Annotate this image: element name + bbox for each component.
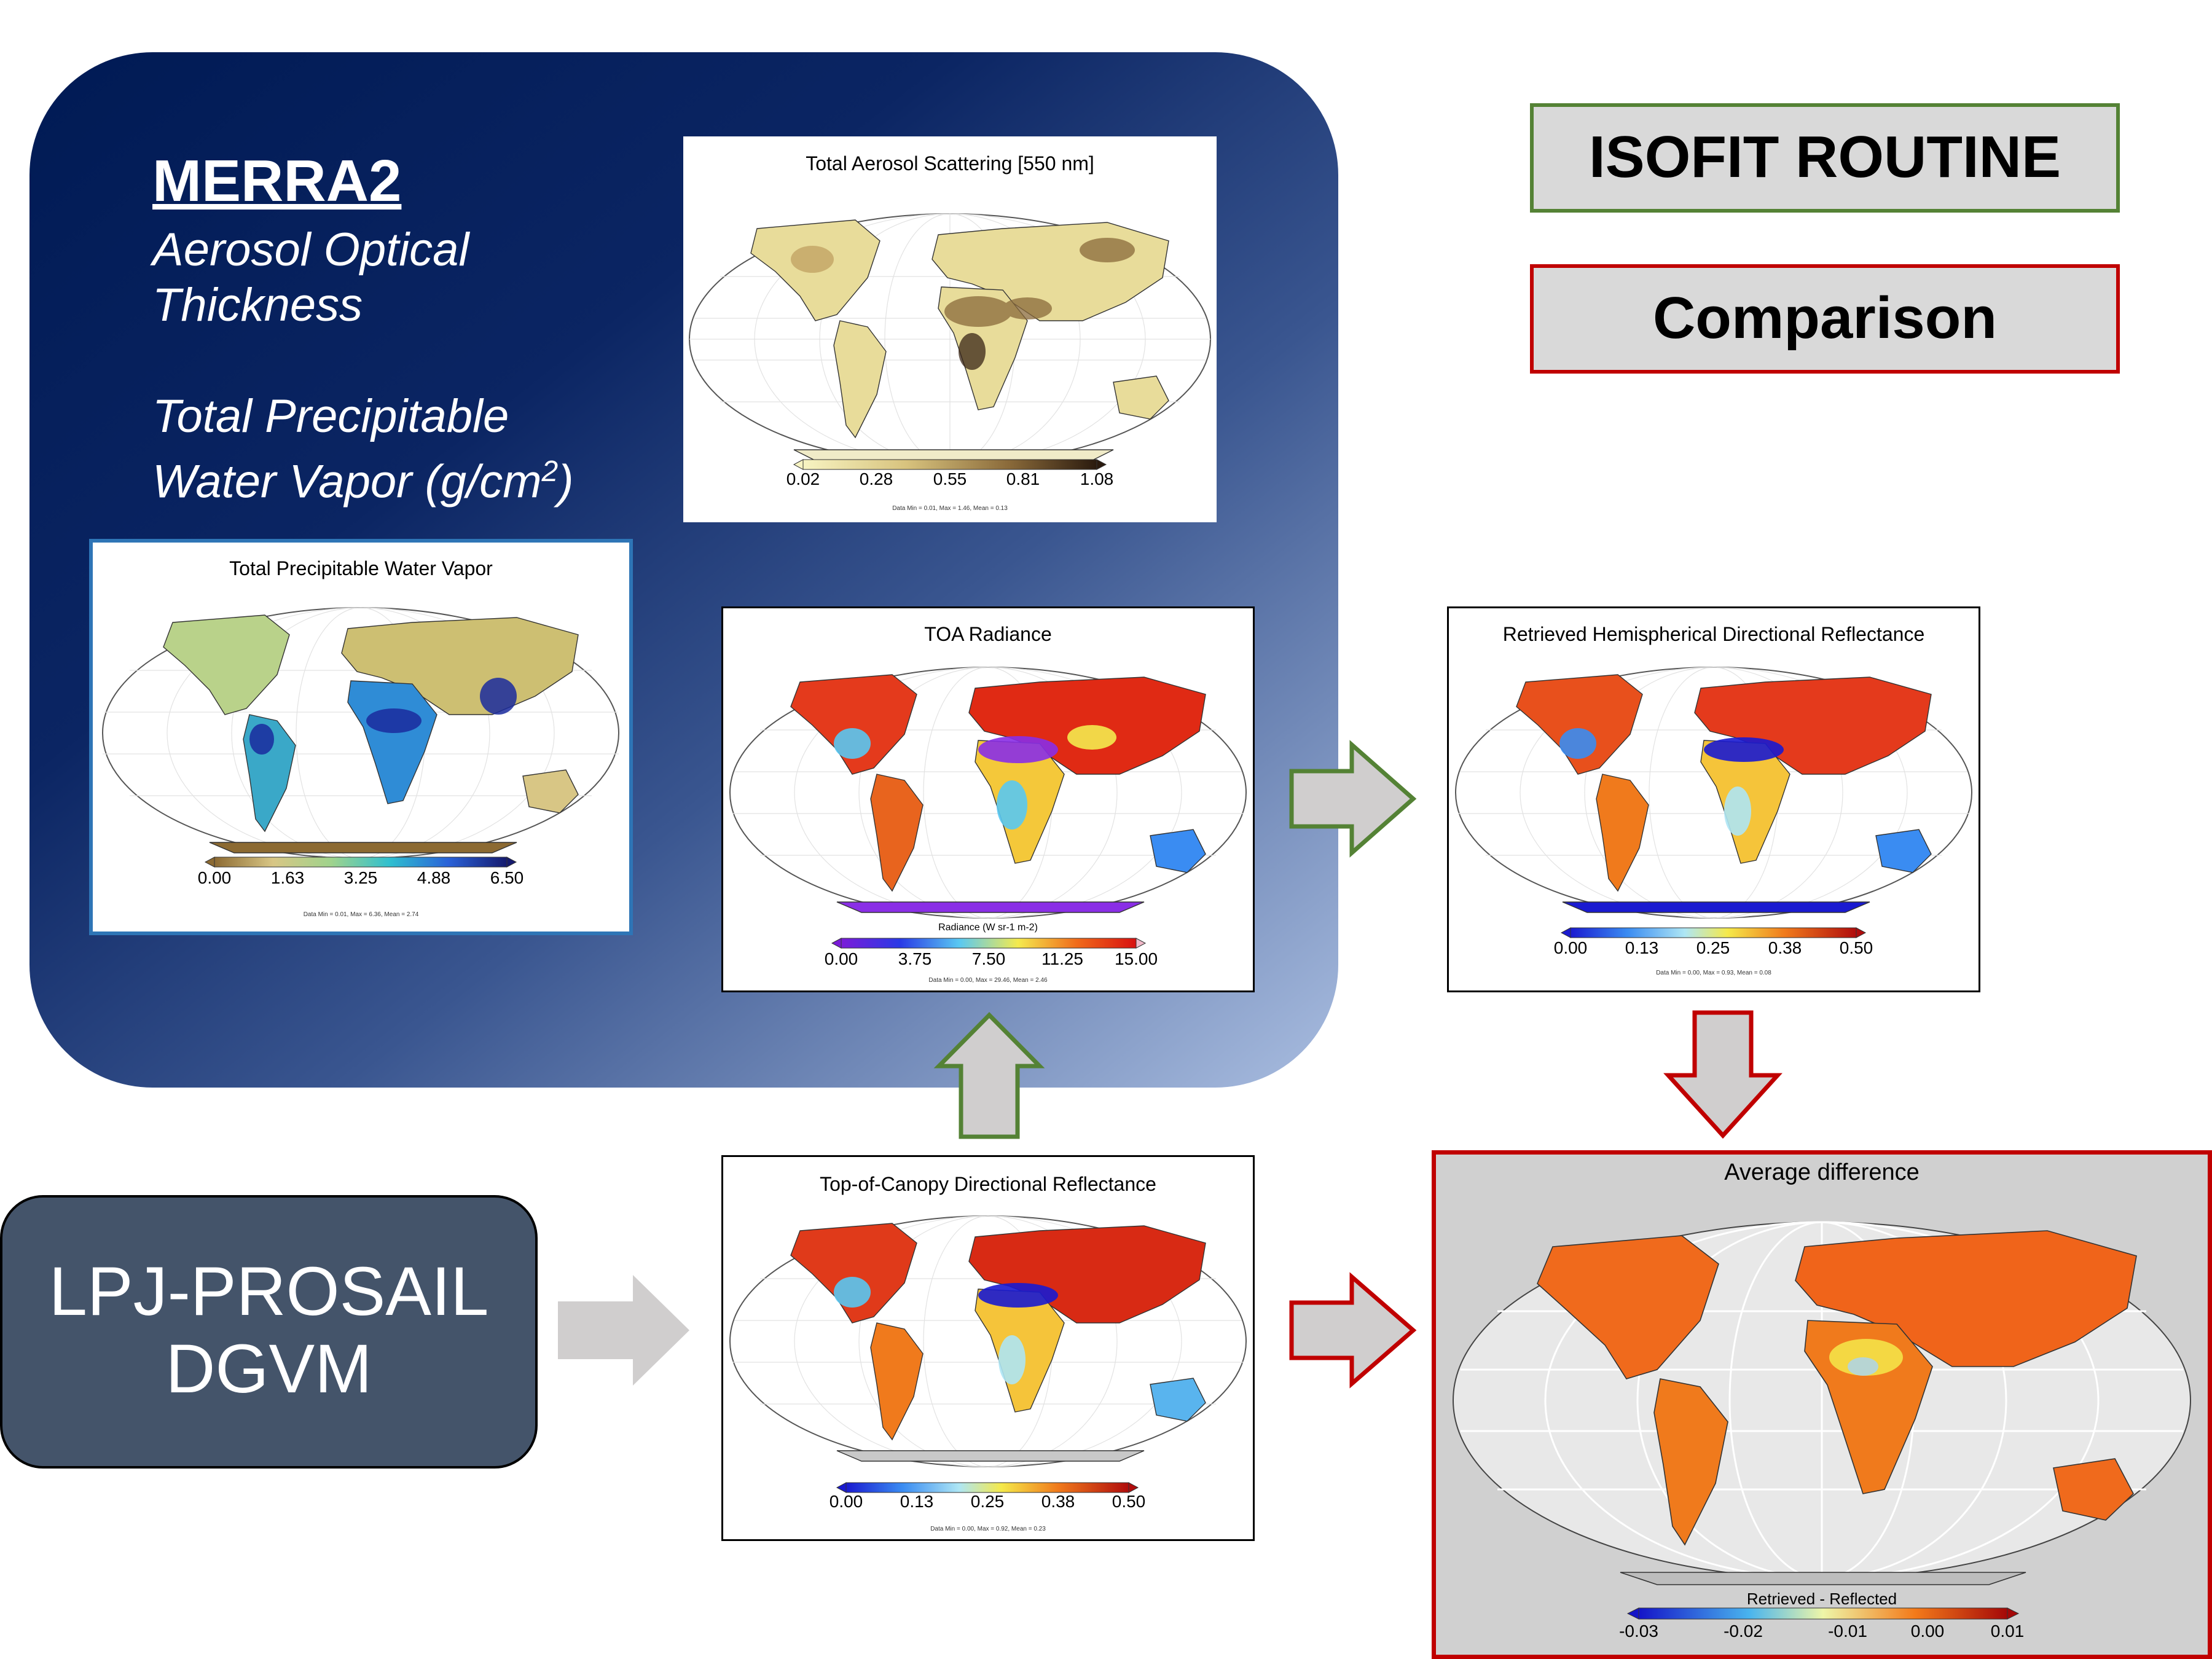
retrieved-map-title: Retrieved Hemispherical Directional Refl… xyxy=(1502,623,1925,645)
aerosol-map-title: Total Aerosol Scattering [550 nm] xyxy=(806,152,1094,175)
colorbar-tick: 0.38 xyxy=(1768,938,1802,957)
aerosol-scattering-map: Total Aerosol Scattering [550 nm] 0.02 0… xyxy=(683,136,1217,522)
colorbar-tick: 0.02 xyxy=(786,469,820,488)
toc-map-svg xyxy=(729,1215,1247,1493)
colorbar-tick: 0.38 xyxy=(1041,1492,1075,1511)
colorbar-tick: -0.03 xyxy=(1619,1622,1658,1641)
average-difference-map: Average difference Retrieved - Reflected… xyxy=(1432,1150,2212,1659)
difference-colorbar-label: Retrieved - Reflected xyxy=(1746,1590,1897,1608)
toa-radiance-map: TOA Radiance Radiance (W sr-1 m-2) 0.00 xyxy=(721,606,1255,992)
merra2-tpw-line2: Water Vapor (g/cm2) xyxy=(152,455,574,508)
lpj-line1: LPJ-PROSAIL xyxy=(49,1253,489,1330)
toc-data-stats: Data Min = 0.00, Max = 0.92, Mean = 0.23 xyxy=(930,1526,1046,1532)
merra2-title: MERRA2 xyxy=(152,148,402,214)
aerosol-map-svg xyxy=(689,213,1211,470)
red-arrow-down xyxy=(1663,1010,1783,1139)
water-vapor-map: Total Precipitable Water Vapor 0.00 1.63… xyxy=(89,539,633,935)
colorbar-tick: 11.25 xyxy=(1041,949,1083,968)
difference-map-title: Average difference xyxy=(1724,1159,1920,1185)
colorbar-tick: 0.00 xyxy=(824,949,858,968)
colorbar-tick: 0.55 xyxy=(933,469,967,488)
aerosol-data-stats: Data Min = 0.01, Max = 1.46, Mean = 0.13 xyxy=(892,505,1008,512)
water-data-stats: Data Min = 0.01, Max = 6.36, Mean = 2.74 xyxy=(303,911,419,918)
colorbar-tick: 0.13 xyxy=(1625,938,1659,957)
toc-reflectance-map: Top-of-Canopy Directional Reflectance 0.… xyxy=(721,1155,1255,1541)
colorbar-tick: 0.25 xyxy=(1696,938,1730,957)
retrieved-map-svg xyxy=(1455,667,1972,938)
colorbar-tick: 15.00 xyxy=(1114,949,1158,968)
difference-map-svg xyxy=(1453,1221,2191,1620)
colorbar-tick: 0.81 xyxy=(1006,469,1040,488)
colorbar-tick: 3.75 xyxy=(898,949,932,968)
colorbar-tick: 3.25 xyxy=(343,868,378,887)
toa-data-stats: Data Min = 0.00, Max = 29.46, Mean = 2.4… xyxy=(928,977,1048,984)
merra2-tpw-line1: Total Precipitable xyxy=(152,390,509,442)
gray-arrow-right xyxy=(558,1275,689,1386)
comparison-legend: Comparison xyxy=(1530,264,2120,374)
lpj-line2: DGVM xyxy=(165,1330,372,1407)
toa-colorbar-ticks: 0.00 3.75 7.50 11.25 15.00 xyxy=(723,949,1253,974)
aerosol-colorbar-ticks: 0.02 0.28 0.55 0.81 1.08 xyxy=(683,469,1217,494)
colorbar-tick: 0.01 xyxy=(1990,1622,2025,1641)
merra2-aot-label: Aerosol Optical Thickness xyxy=(152,222,469,333)
colorbar-tick: 6.50 xyxy=(490,868,524,887)
merra2-aot-line1: Aerosol Optical xyxy=(152,224,469,276)
green-arrow-right xyxy=(1289,740,1417,858)
colorbar-tick: 0.00 xyxy=(197,868,232,887)
toa-map-svg xyxy=(729,667,1247,949)
red-arrow-right xyxy=(1289,1272,1417,1389)
isofit-routine-legend: ISOFIT ROUTINE xyxy=(1530,103,2120,213)
colorbar-tick: 0.00 xyxy=(1553,938,1588,957)
colorbar-tick: 4.88 xyxy=(417,868,451,887)
retrieved-colorbar-ticks: 0.00 0.13 0.25 0.38 0.50 xyxy=(1449,938,1979,963)
colorbar-tick: 1.63 xyxy=(270,868,305,887)
colorbar-tick: -0.02 xyxy=(1724,1622,1763,1641)
merra2-aot-line2: Thickness xyxy=(152,279,363,331)
toc-colorbar-ticks: 0.00 0.13 0.25 0.38 0.50 xyxy=(723,1492,1253,1516)
colorbar-tick: 0.25 xyxy=(970,1492,1005,1511)
colorbar-tick: 1.08 xyxy=(1080,469,1114,488)
difference-colorbar-ticks: -0.03 -0.02 -0.01 0.00 0.01 xyxy=(1436,1622,2208,1646)
water-colorbar-ticks: 0.00 1.63 3.25 4.88 6.50 xyxy=(93,868,629,893)
colorbar-tick: 0.00 xyxy=(829,1492,863,1511)
colorbar-tick: 0.28 xyxy=(859,469,893,488)
colorbar-tick: 0.50 xyxy=(1839,938,1873,957)
green-arrow-up xyxy=(933,1012,1045,1139)
merra2-tpw-label: Total Precipitable Water Vapor (g/cm2) xyxy=(152,389,574,509)
colorbar-tick: 0.50 xyxy=(1112,1492,1146,1511)
colorbar-tick: 7.50 xyxy=(971,949,1006,968)
colorbar-tick: 0.13 xyxy=(900,1492,934,1511)
colorbar-tick: 0.00 xyxy=(1910,1622,1945,1641)
retrieved-data-stats: Data Min = 0.00, Max = 0.93, Mean = 0.08 xyxy=(1656,970,1771,976)
toa-map-title: TOA Radiance xyxy=(924,623,1052,645)
water-map-title: Total Precipitable Water Vapor xyxy=(229,557,493,579)
toc-map-title: Top-of-Canopy Directional Reflectance xyxy=(820,1173,1156,1195)
lpj-prosail-dgvm-box: LPJ-PROSAIL DGVM xyxy=(0,1195,538,1469)
retrieved-reflectance-map: Retrieved Hemispherical Directional Refl… xyxy=(1447,606,1980,992)
water-map-svg xyxy=(102,607,619,868)
colorbar-tick: -0.01 xyxy=(1828,1622,1867,1641)
toa-colorbar-label: Radiance (W sr-1 m-2) xyxy=(938,922,1038,933)
